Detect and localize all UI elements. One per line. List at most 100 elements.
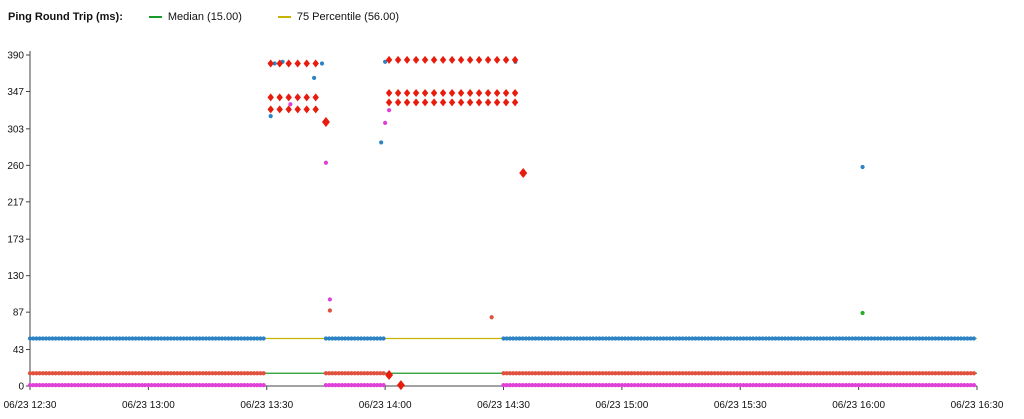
data-point (635, 383, 641, 388)
data-point (111, 371, 116, 376)
data-point (923, 371, 929, 376)
data-point (530, 371, 535, 376)
data-point (747, 336, 753, 341)
data-point (178, 383, 183, 388)
data-point (327, 308, 332, 313)
data-point (597, 383, 602, 388)
data-point (971, 336, 976, 341)
data-point (958, 336, 964, 341)
data-point (696, 371, 701, 376)
data-point (866, 383, 871, 388)
data-point (587, 336, 593, 341)
data-point (795, 383, 801, 388)
y-tick-label: 347 (7, 87, 24, 98)
data-point (914, 383, 919, 388)
data-point (219, 383, 225, 388)
data-point (371, 336, 377, 341)
data-point (901, 336, 906, 341)
data-point (489, 315, 494, 320)
data-point (882, 336, 887, 341)
data-point (907, 371, 913, 376)
data-point (207, 371, 212, 376)
data-point (757, 371, 762, 376)
data-point (728, 383, 733, 388)
data-point (216, 371, 221, 376)
data-point (587, 383, 593, 388)
data-point (346, 371, 351, 376)
data-point (872, 383, 877, 388)
data-point-diamond (439, 55, 447, 64)
data-point (546, 383, 551, 388)
data-point (754, 371, 759, 376)
data-point (343, 371, 348, 376)
data-point (904, 371, 909, 376)
data-point-diamond (276, 93, 283, 102)
data-point (31, 371, 36, 376)
data-point (767, 336, 772, 341)
data-point (85, 371, 90, 376)
data-point (143, 371, 148, 376)
data-point-diamond (385, 55, 393, 64)
data-point (760, 383, 765, 388)
data-point (802, 383, 807, 388)
chart-legend: Ping Round Trip (ms): Median (15.00) 75 … (8, 9, 435, 25)
data-point (575, 371, 580, 376)
data-point (706, 336, 711, 341)
data-point (597, 371, 602, 376)
data-point (821, 371, 826, 376)
data-point (197, 336, 202, 341)
data-point (843, 383, 849, 388)
data-point (255, 371, 260, 376)
data-point (239, 371, 244, 376)
data-point (712, 336, 717, 341)
data-point (847, 336, 852, 341)
data-point (706, 383, 711, 388)
data-point (799, 383, 804, 388)
data-point (104, 383, 109, 388)
data-point (600, 383, 605, 388)
y-tick-label: 260 (7, 161, 24, 172)
data-point (949, 383, 954, 388)
data-point (133, 336, 138, 341)
data-point (27, 383, 33, 388)
data-point (248, 336, 253, 341)
data-point (818, 383, 823, 388)
data-point (232, 336, 237, 341)
data-point (66, 371, 71, 376)
data-point (783, 383, 788, 388)
data-point (213, 371, 218, 376)
data-point (120, 336, 125, 341)
data-point (527, 383, 532, 388)
data-point (939, 336, 944, 341)
data-point (223, 383, 228, 388)
legend-swatch-75-percentile (277, 16, 291, 18)
data-point (235, 383, 241, 388)
data-point (261, 371, 266, 376)
data-point (866, 371, 871, 376)
data-point (213, 336, 218, 341)
data-point (824, 371, 829, 376)
data-point (362, 336, 367, 341)
data-point (946, 383, 951, 388)
data-point-diamond (466, 88, 474, 97)
data-point (667, 371, 673, 376)
data-point (664, 383, 669, 388)
data-point (323, 336, 329, 341)
data-point (514, 336, 519, 341)
data-point (47, 383, 52, 388)
data-point (268, 114, 273, 119)
data-point (683, 371, 689, 376)
data-point (818, 336, 823, 341)
data-point (661, 383, 666, 388)
data-point (946, 371, 951, 376)
data-point (34, 383, 39, 388)
data-point (862, 336, 868, 341)
data-point (757, 383, 762, 388)
data-point (872, 336, 877, 341)
data-point (355, 371, 361, 376)
data-point (856, 336, 861, 341)
data-point (543, 371, 548, 376)
data-point (352, 371, 357, 376)
data-point (901, 383, 906, 388)
data-point (808, 371, 813, 376)
